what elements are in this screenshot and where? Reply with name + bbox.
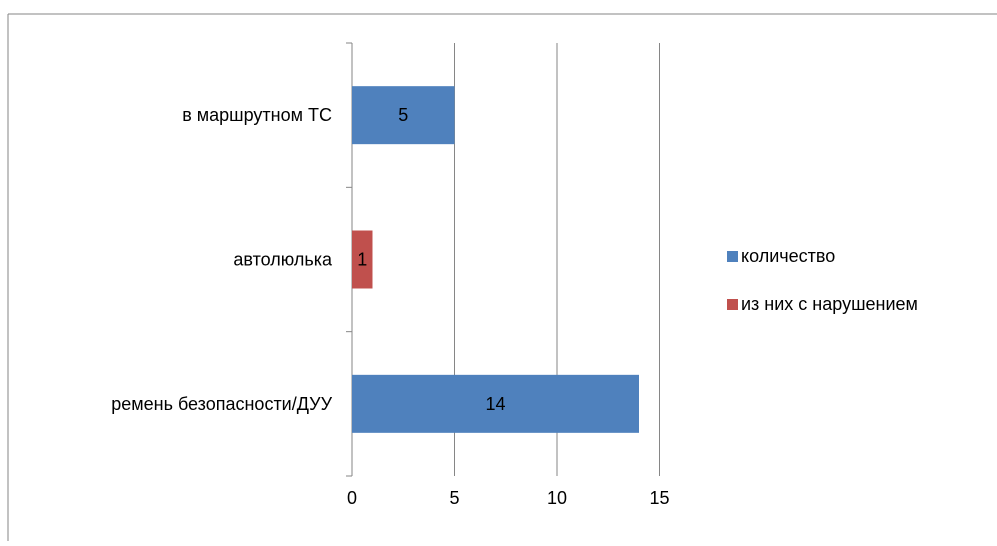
category-label: в маршрутном ТС (182, 105, 332, 125)
data-label: 14 (485, 394, 505, 414)
tick-labels: 0 5 10 15 (347, 488, 670, 508)
legend: количество из них с нарушением (727, 246, 918, 314)
data-label: 5 (398, 105, 408, 125)
legend-label: количество (741, 246, 835, 266)
category-label: автолюлька (233, 250, 333, 270)
legend-label: из них с нарушением (741, 294, 918, 314)
bars: 5 1 14 (352, 86, 639, 433)
bar-violations (352, 230, 373, 289)
bar-count (352, 86, 455, 145)
category-labels: в маршрутном ТС автолюлька ремень безопасн… (111, 105, 333, 414)
x-tick-label: 5 (449, 488, 459, 508)
axes (346, 42, 353, 477)
bar-count (352, 374, 639, 433)
data-label: 1 (357, 250, 367, 270)
x-tick-label: 15 (649, 488, 669, 508)
category-label: ремень безопасности/ДУУ (111, 394, 332, 414)
legend-swatch (727, 299, 738, 310)
x-tick-label: 0 (347, 488, 357, 508)
x-tick-label: 10 (547, 488, 567, 508)
legend-swatch (727, 251, 738, 262)
